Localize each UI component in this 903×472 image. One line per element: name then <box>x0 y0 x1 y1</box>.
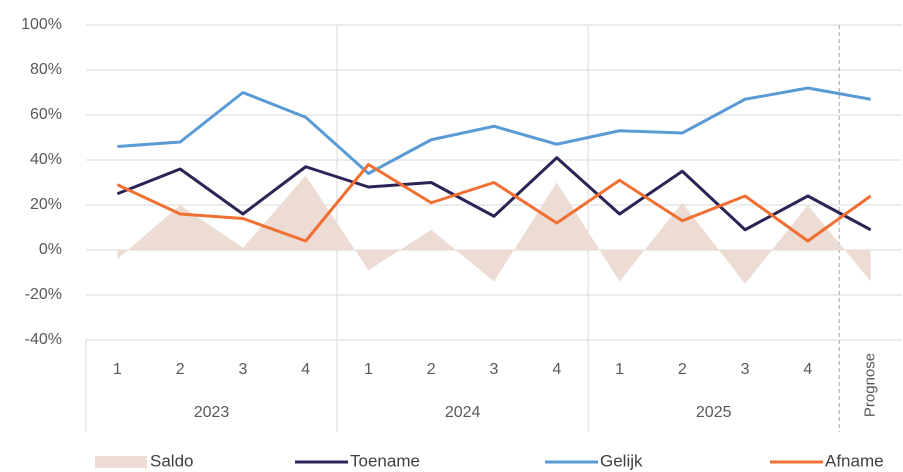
line <box>117 86 871 175</box>
legend-label: Afname <box>825 451 884 470</box>
x-tick-label: 4 <box>301 361 310 378</box>
x-tick-label: 4 <box>552 361 561 378</box>
legend-label: Saldo <box>150 451 193 470</box>
area <box>117 175 871 284</box>
y-tick-label: 40% <box>30 151 62 168</box>
year-label: 2025 <box>696 404 732 421</box>
y-tick-label: 80% <box>30 61 62 78</box>
x-tick-label: 3 <box>741 361 750 378</box>
x-tick-label: 1 <box>615 361 624 378</box>
year-label: 2024 <box>445 404 481 421</box>
x-tick-label: 2 <box>176 361 185 378</box>
legend-swatch <box>95 456 147 468</box>
y-tick-label: -20% <box>25 286 62 303</box>
y-tick-label: -40% <box>25 331 62 348</box>
legend-label: Gelijk <box>600 451 643 470</box>
y-tick-label: 20% <box>30 196 62 213</box>
x-tick-label: 2 <box>427 361 436 378</box>
x-tick-label: 4 <box>803 361 812 378</box>
y-tick-label: 60% <box>30 106 62 123</box>
x-tick-label: 2 <box>678 361 687 378</box>
forecast-label: Prognose <box>862 353 879 417</box>
line <box>116 163 872 243</box>
x-tick-label: 1 <box>364 361 373 378</box>
y-tick-label: 0% <box>39 241 62 258</box>
line <box>116 156 872 232</box>
legend-label: Toename <box>350 451 420 470</box>
y-tick-label: 100% <box>21 16 62 33</box>
year-label: 2023 <box>194 404 230 421</box>
x-tick-label: 3 <box>238 361 247 378</box>
x-tick-label: 1 <box>113 361 122 378</box>
x-tick-label: 3 <box>490 361 499 378</box>
